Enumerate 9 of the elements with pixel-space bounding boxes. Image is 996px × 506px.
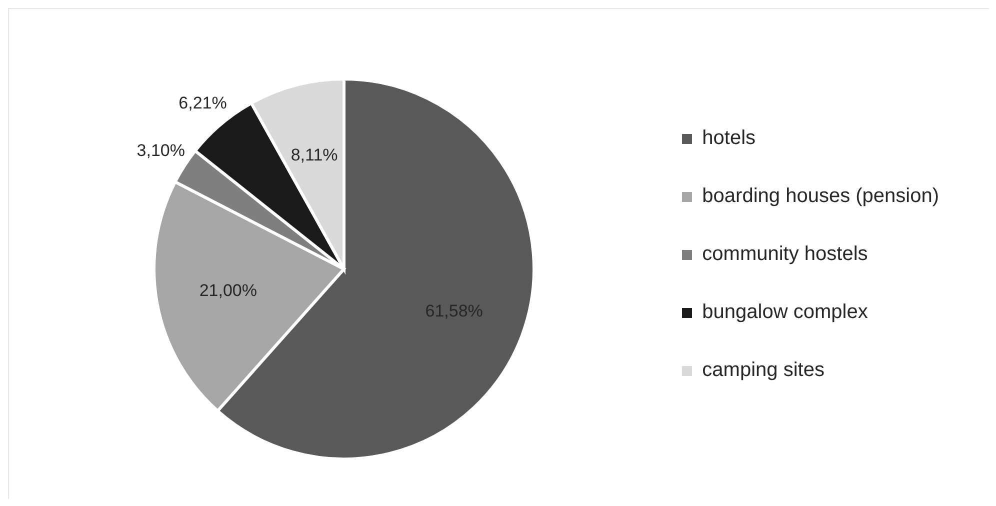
data-label: 21,00% [199,280,258,300]
legend-label: camping sites [702,359,824,381]
legend-label: hotels [702,127,756,149]
legend-label: boarding houses (pension) [702,185,939,207]
legend-label: bungalow complex [702,301,868,323]
legend-label: community hostels [702,243,868,265]
data-label: 3,10% [136,141,185,160]
data-label: 8,11% [290,146,338,165]
data-label: 6,21% [178,93,227,112]
